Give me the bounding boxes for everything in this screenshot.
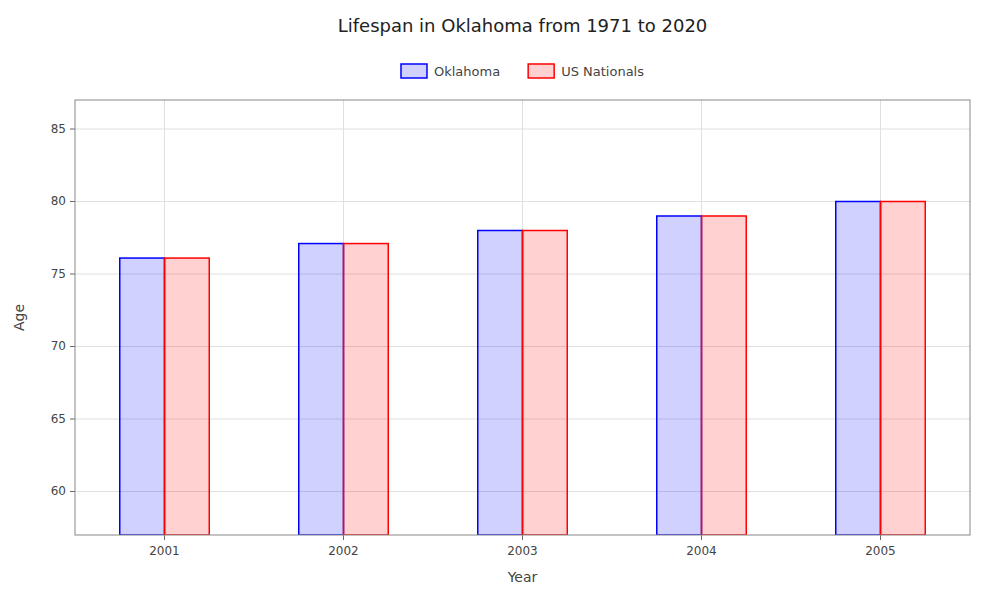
y-tick-label: 65 xyxy=(51,412,66,426)
legend-item: US Nationals xyxy=(528,64,644,79)
bars xyxy=(120,202,926,536)
y-tick-label: 85 xyxy=(51,122,66,136)
bar xyxy=(523,231,568,536)
x-tick-label: 2002 xyxy=(328,544,359,558)
bar xyxy=(881,202,926,536)
bar xyxy=(344,244,389,535)
y-tick xyxy=(70,346,75,347)
title: Lifespan in Oklahoma from 1971 to 2020 xyxy=(338,15,708,36)
plot-frame xyxy=(75,100,970,535)
y-tick xyxy=(70,419,75,420)
axes: 60 65 70 75 80 85 2001 2002 2003 2004 2005 xyxy=(51,122,896,559)
y-tick-label: 75 xyxy=(51,267,66,281)
y-axis-label: Age xyxy=(11,304,27,331)
x-tick xyxy=(164,535,165,540)
legend-label: Oklahoma xyxy=(434,64,500,79)
x-tick-label: 2003 xyxy=(507,544,538,558)
x-tick xyxy=(880,535,881,540)
bar xyxy=(165,258,210,535)
x-tick xyxy=(701,535,702,540)
chart: 60 65 70 75 80 85 2001 2002 2003 2004 2005 Lifespan… xyxy=(0,0,1000,600)
bar xyxy=(702,216,747,535)
y-tick xyxy=(70,201,75,202)
x-tick-label: 2004 xyxy=(686,544,717,558)
x-tick xyxy=(343,535,344,540)
y-tick-label: 60 xyxy=(51,484,66,498)
legend-item: Oklahoma xyxy=(401,64,500,79)
x-tick-label: 2005 xyxy=(865,544,896,558)
x-tick xyxy=(522,535,523,540)
y-tick xyxy=(70,274,75,275)
x-axis-label: Year xyxy=(507,569,538,585)
bar xyxy=(836,202,881,536)
y-tick-label: 80 xyxy=(51,194,66,208)
grid xyxy=(75,100,970,535)
legend: Oklahoma US Nationals xyxy=(401,64,644,79)
bar xyxy=(478,231,523,536)
y-tick xyxy=(70,129,75,130)
legend-swatch xyxy=(528,64,554,78)
y-tick-label: 70 xyxy=(51,339,66,353)
bar xyxy=(120,258,165,535)
bar xyxy=(299,244,344,535)
bar xyxy=(657,216,702,535)
legend-label: US Nationals xyxy=(561,64,644,79)
legend-swatch xyxy=(401,64,427,78)
x-tick-label: 2001 xyxy=(149,544,180,558)
y-tick xyxy=(70,491,75,492)
